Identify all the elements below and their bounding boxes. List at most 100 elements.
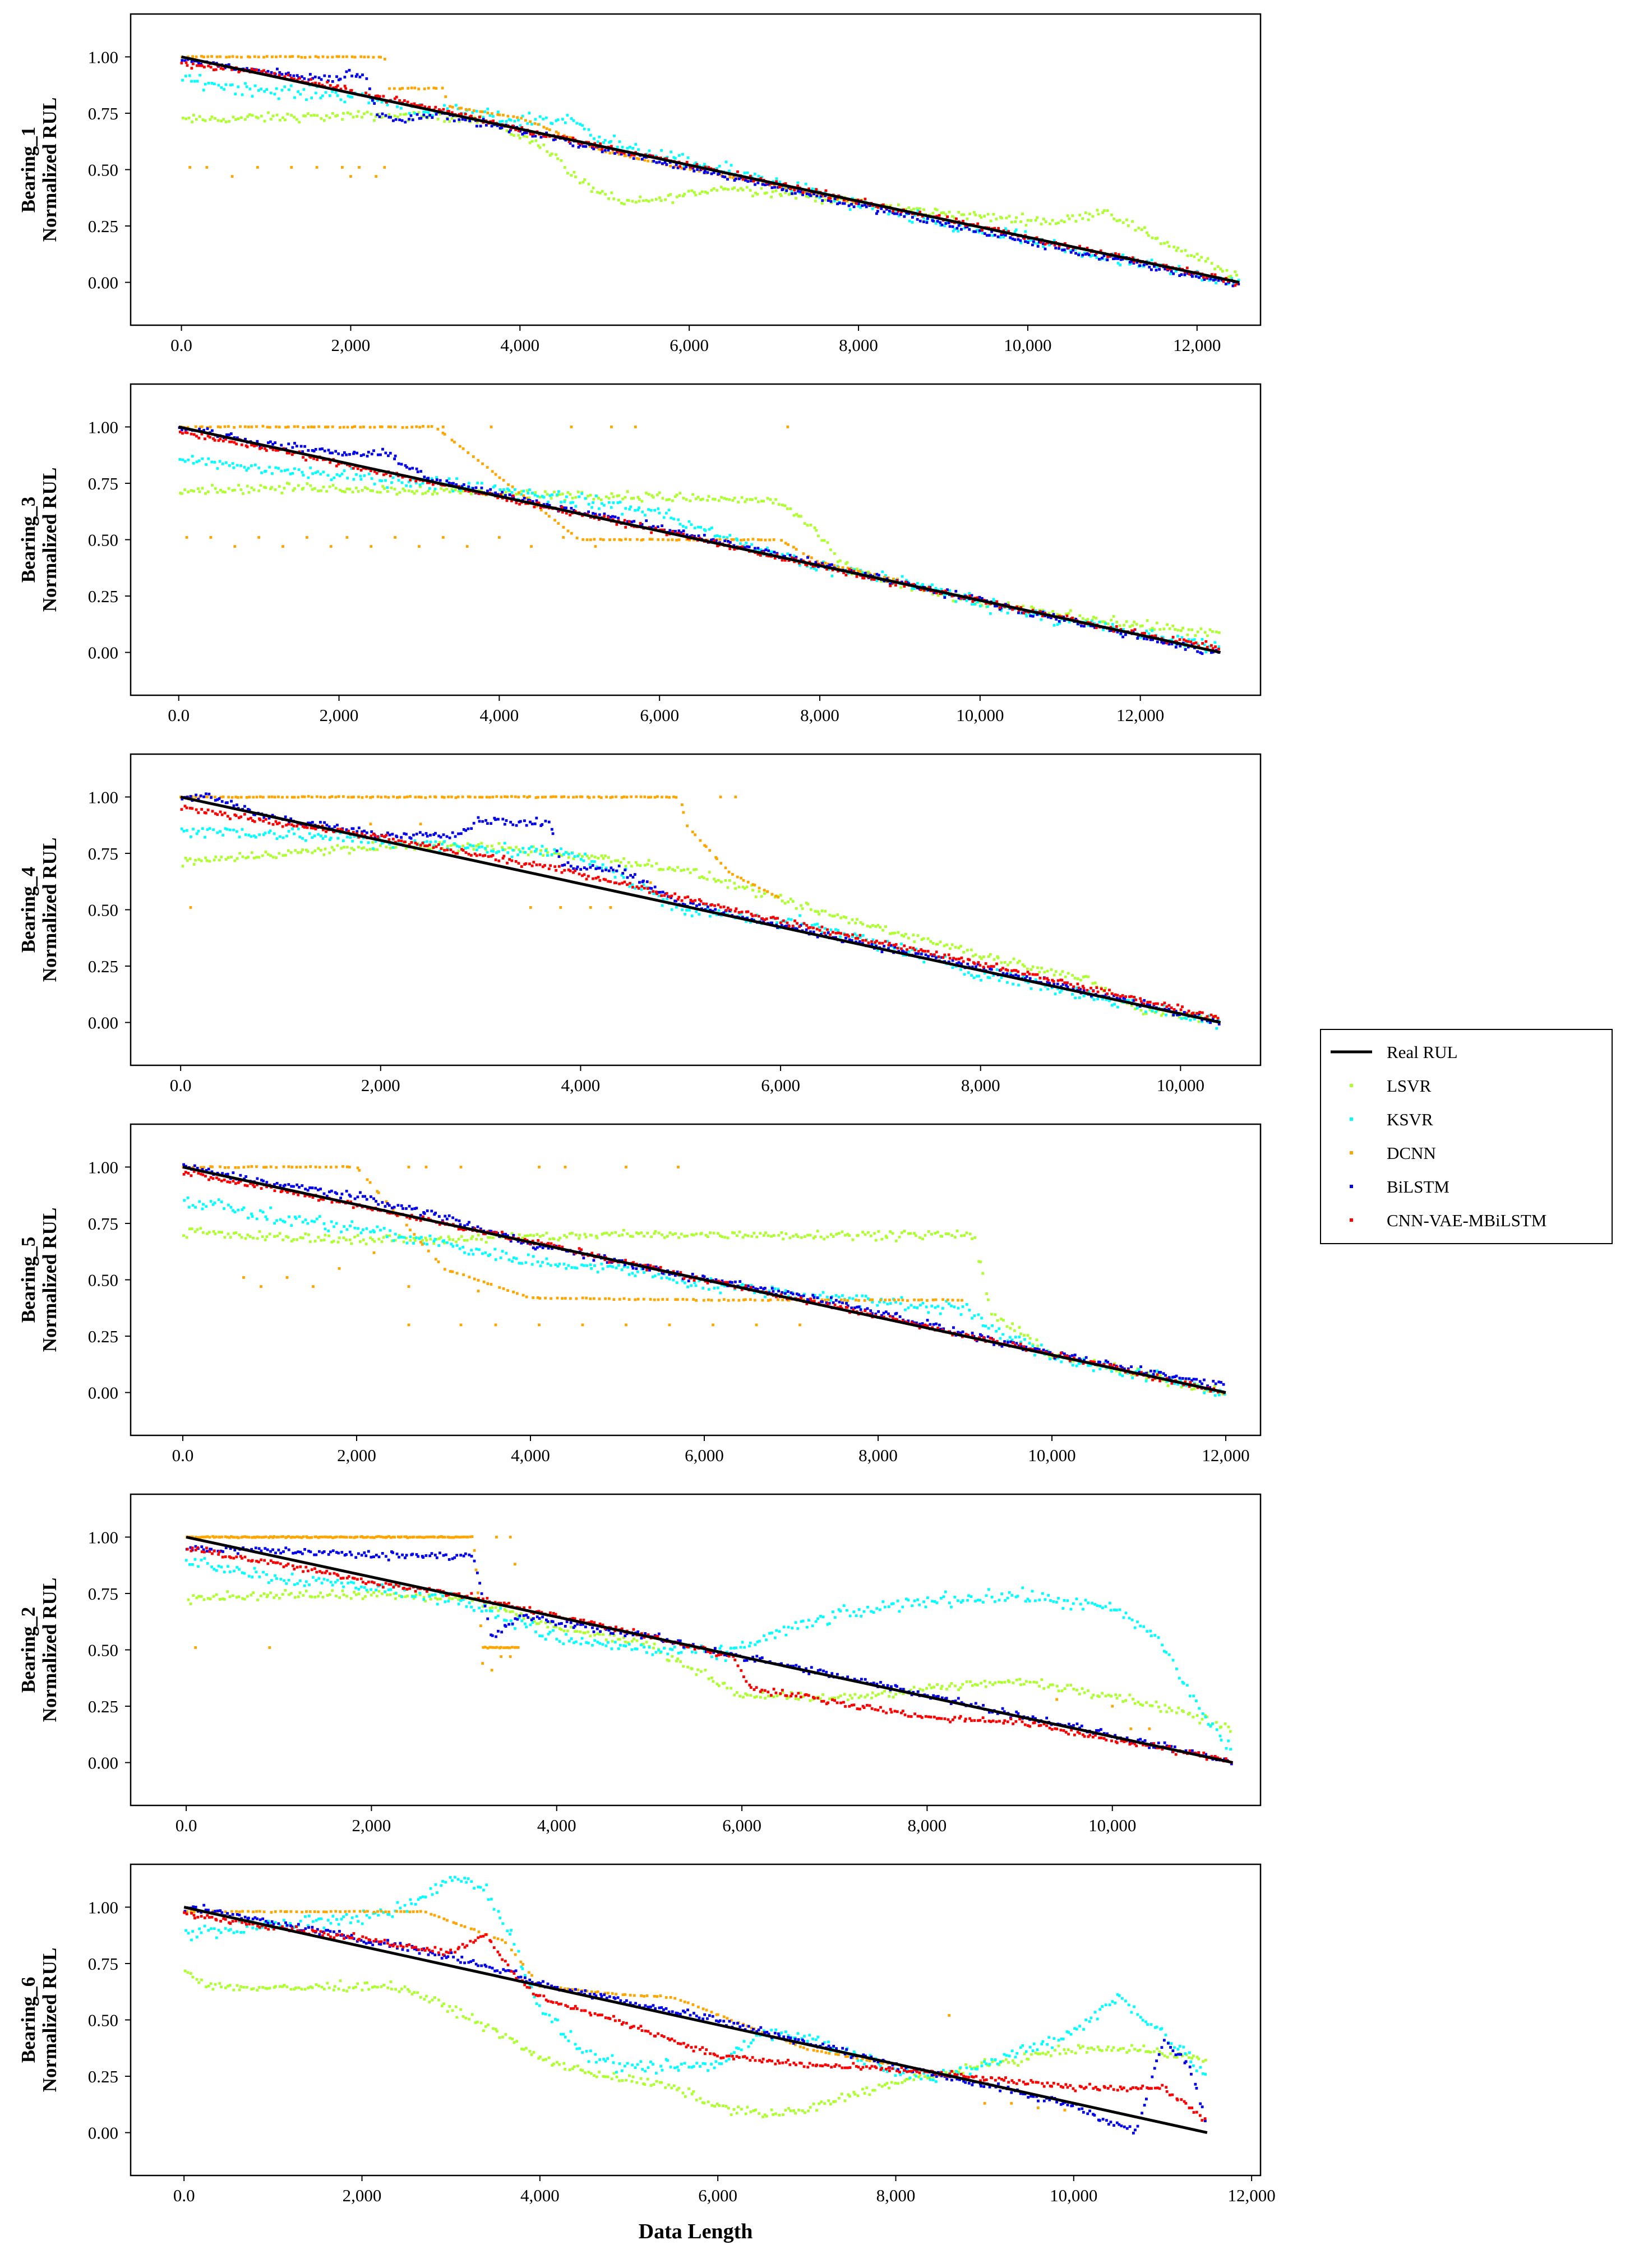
- data-point: [436, 492, 439, 495]
- data-point: [511, 494, 515, 497]
- data-point: [232, 804, 236, 807]
- data-point: [524, 851, 527, 854]
- data-point: [230, 440, 233, 444]
- data-point: [1125, 999, 1128, 1002]
- data-point: [492, 849, 495, 853]
- data-point: [611, 796, 614, 798]
- data-point: [1162, 641, 1165, 645]
- data-point: [740, 187, 742, 190]
- data-point: [954, 600, 958, 603]
- data-point: [889, 944, 893, 947]
- data-point: [507, 846, 510, 849]
- data-point: [593, 860, 596, 863]
- data-point: [512, 115, 515, 118]
- data-point: [675, 538, 678, 542]
- data-point: [490, 426, 493, 428]
- data-point: [474, 486, 478, 489]
- data-point: [643, 886, 646, 890]
- data-point: [198, 490, 201, 493]
- data-point: [643, 159, 647, 162]
- data-point: [1151, 1009, 1154, 1013]
- data-point: [592, 147, 595, 151]
- data-point: [1111, 623, 1114, 626]
- data-point: [550, 853, 553, 856]
- data-point: [460, 848, 463, 851]
- data-point: [1186, 272, 1189, 275]
- data-point: [338, 474, 341, 478]
- data-point: [624, 865, 627, 868]
- data-point: [273, 72, 276, 75]
- data-point: [569, 865, 573, 868]
- data-point: [607, 497, 611, 500]
- data-point: [326, 80, 329, 84]
- data-point: [232, 466, 236, 469]
- data-point: [607, 149, 610, 152]
- data-point: [236, 464, 239, 467]
- data-point: [786, 507, 789, 510]
- data-point: [250, 851, 253, 854]
- series-ksvr: [178, 455, 1221, 654]
- data-point: [312, 826, 315, 830]
- data-point: [518, 137, 521, 140]
- data-point: [290, 76, 293, 80]
- data-point: [966, 962, 970, 966]
- data-point: [686, 895, 690, 899]
- data-point: [502, 479, 505, 482]
- data-point: [746, 538, 750, 541]
- data-point: [675, 163, 678, 167]
- data-point: [1109, 629, 1111, 632]
- data-point: [258, 818, 262, 821]
- data-point: [628, 885, 631, 888]
- data-point: [181, 458, 184, 461]
- data-point: [1012, 974, 1014, 977]
- data-point: [522, 494, 525, 497]
- data-point: [320, 834, 322, 838]
- data-point: [329, 837, 333, 840]
- data-point: [1034, 219, 1037, 222]
- data-point: [847, 935, 850, 938]
- data-point: [536, 495, 539, 498]
- data-point: [263, 119, 266, 123]
- data-point: [858, 940, 861, 943]
- data-point: [388, 833, 391, 837]
- data-point: [826, 541, 829, 544]
- data-point: [483, 847, 487, 850]
- data-point: [472, 821, 476, 825]
- data-point: [1125, 1002, 1129, 1005]
- data-point: [715, 534, 719, 537]
- data-point: [441, 843, 444, 846]
- data-point: [633, 520, 636, 523]
- data-point: [791, 556, 793, 560]
- data-point: [913, 587, 916, 590]
- data-point: [526, 122, 529, 125]
- data-point: [990, 965, 993, 968]
- data-point: [481, 110, 484, 113]
- data-point: [366, 110, 369, 114]
- data-point: [693, 526, 696, 530]
- data-point: [790, 918, 793, 921]
- data-point: [401, 475, 404, 479]
- data-point: [1184, 641, 1188, 645]
- data-point: [575, 537, 579, 539]
- data-point: [331, 483, 335, 487]
- data-point: [322, 458, 325, 461]
- data-point: [287, 830, 290, 833]
- data-point: [868, 204, 871, 207]
- data-point: [1024, 224, 1028, 227]
- data-point: [231, 462, 234, 465]
- data-point: [211, 483, 214, 487]
- data-point: [677, 154, 681, 157]
- data-point: [260, 87, 263, 91]
- data-point: [239, 815, 243, 819]
- data-point: [710, 188, 713, 192]
- data-point: [988, 976, 991, 980]
- data-point: [714, 908, 717, 911]
- data-point: [621, 872, 625, 875]
- data-point: [1030, 968, 1033, 971]
- data-point: [618, 882, 621, 885]
- data-point: [1087, 623, 1090, 627]
- data-point: [287, 71, 290, 75]
- data-point: [390, 481, 393, 484]
- data-point: [244, 437, 247, 441]
- data-point: [375, 175, 378, 178]
